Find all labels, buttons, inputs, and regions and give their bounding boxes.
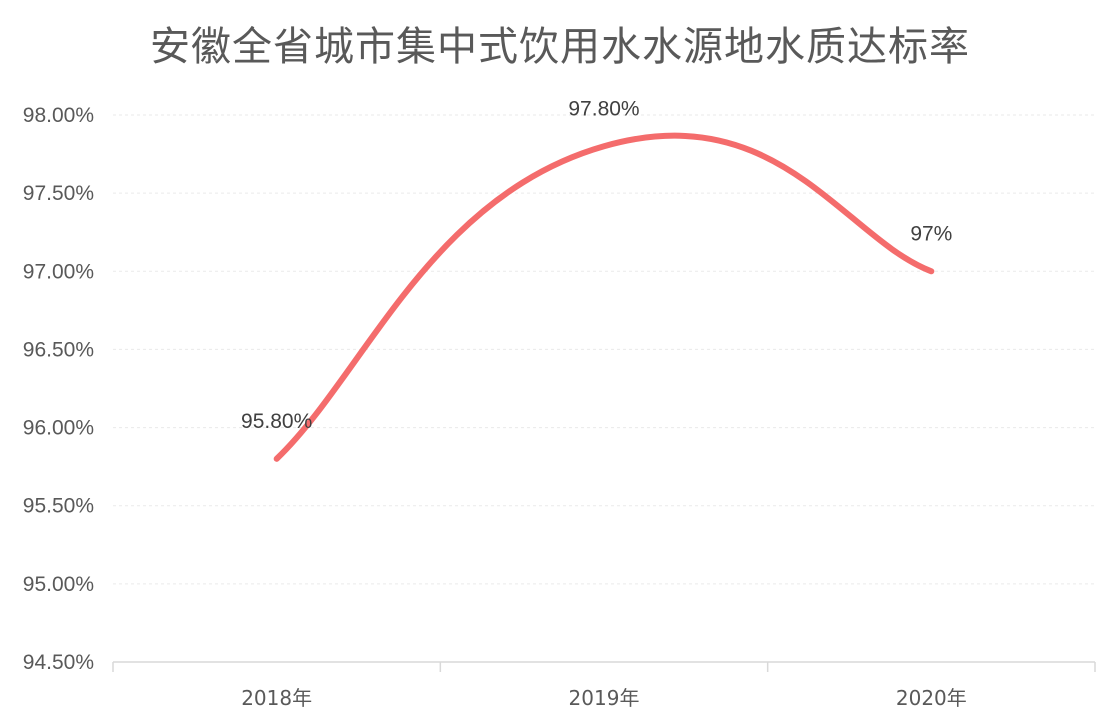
chart-title: 安徽全省城市集中式饮用水水源地水质达标率	[150, 24, 970, 70]
data-labels: 95.80% 97.80% 97%	[241, 97, 952, 433]
data-label: 97.80%	[568, 97, 639, 120]
x-axis	[112, 661, 1096, 672]
series-layer	[273, 132, 935, 462]
data-label: 97%	[910, 222, 952, 245]
y-tick-label: 97.50%	[23, 182, 94, 205]
x-tick-label: 2019年	[569, 686, 640, 710]
x-tick-label: 2020年	[896, 686, 967, 710]
data-point	[601, 143, 607, 149]
y-tick-label: 95.00%	[23, 573, 94, 596]
y-tick-label: 94.50%	[23, 651, 94, 674]
series-line	[273, 132, 935, 462]
y-axis: 94.50% 95.00% 95.50% 96.00% 96.50% 97.00% 97.5…	[23, 104, 94, 674]
y-tick-label: 98.00%	[23, 104, 94, 127]
x-tick-labels: 2018年 2019年 2020年	[241, 686, 967, 710]
y-tick-label: 95.50%	[23, 495, 94, 518]
x-tick-label: 2018年	[241, 686, 312, 710]
data-point	[274, 456, 280, 462]
gridlines	[113, 114, 1095, 585]
y-tick-label: 96.50%	[23, 338, 94, 361]
y-tick-label: 97.00%	[23, 260, 94, 283]
data-point	[928, 268, 934, 274]
y-tick-label: 96.00%	[23, 417, 94, 440]
data-label: 95.80%	[241, 410, 312, 433]
